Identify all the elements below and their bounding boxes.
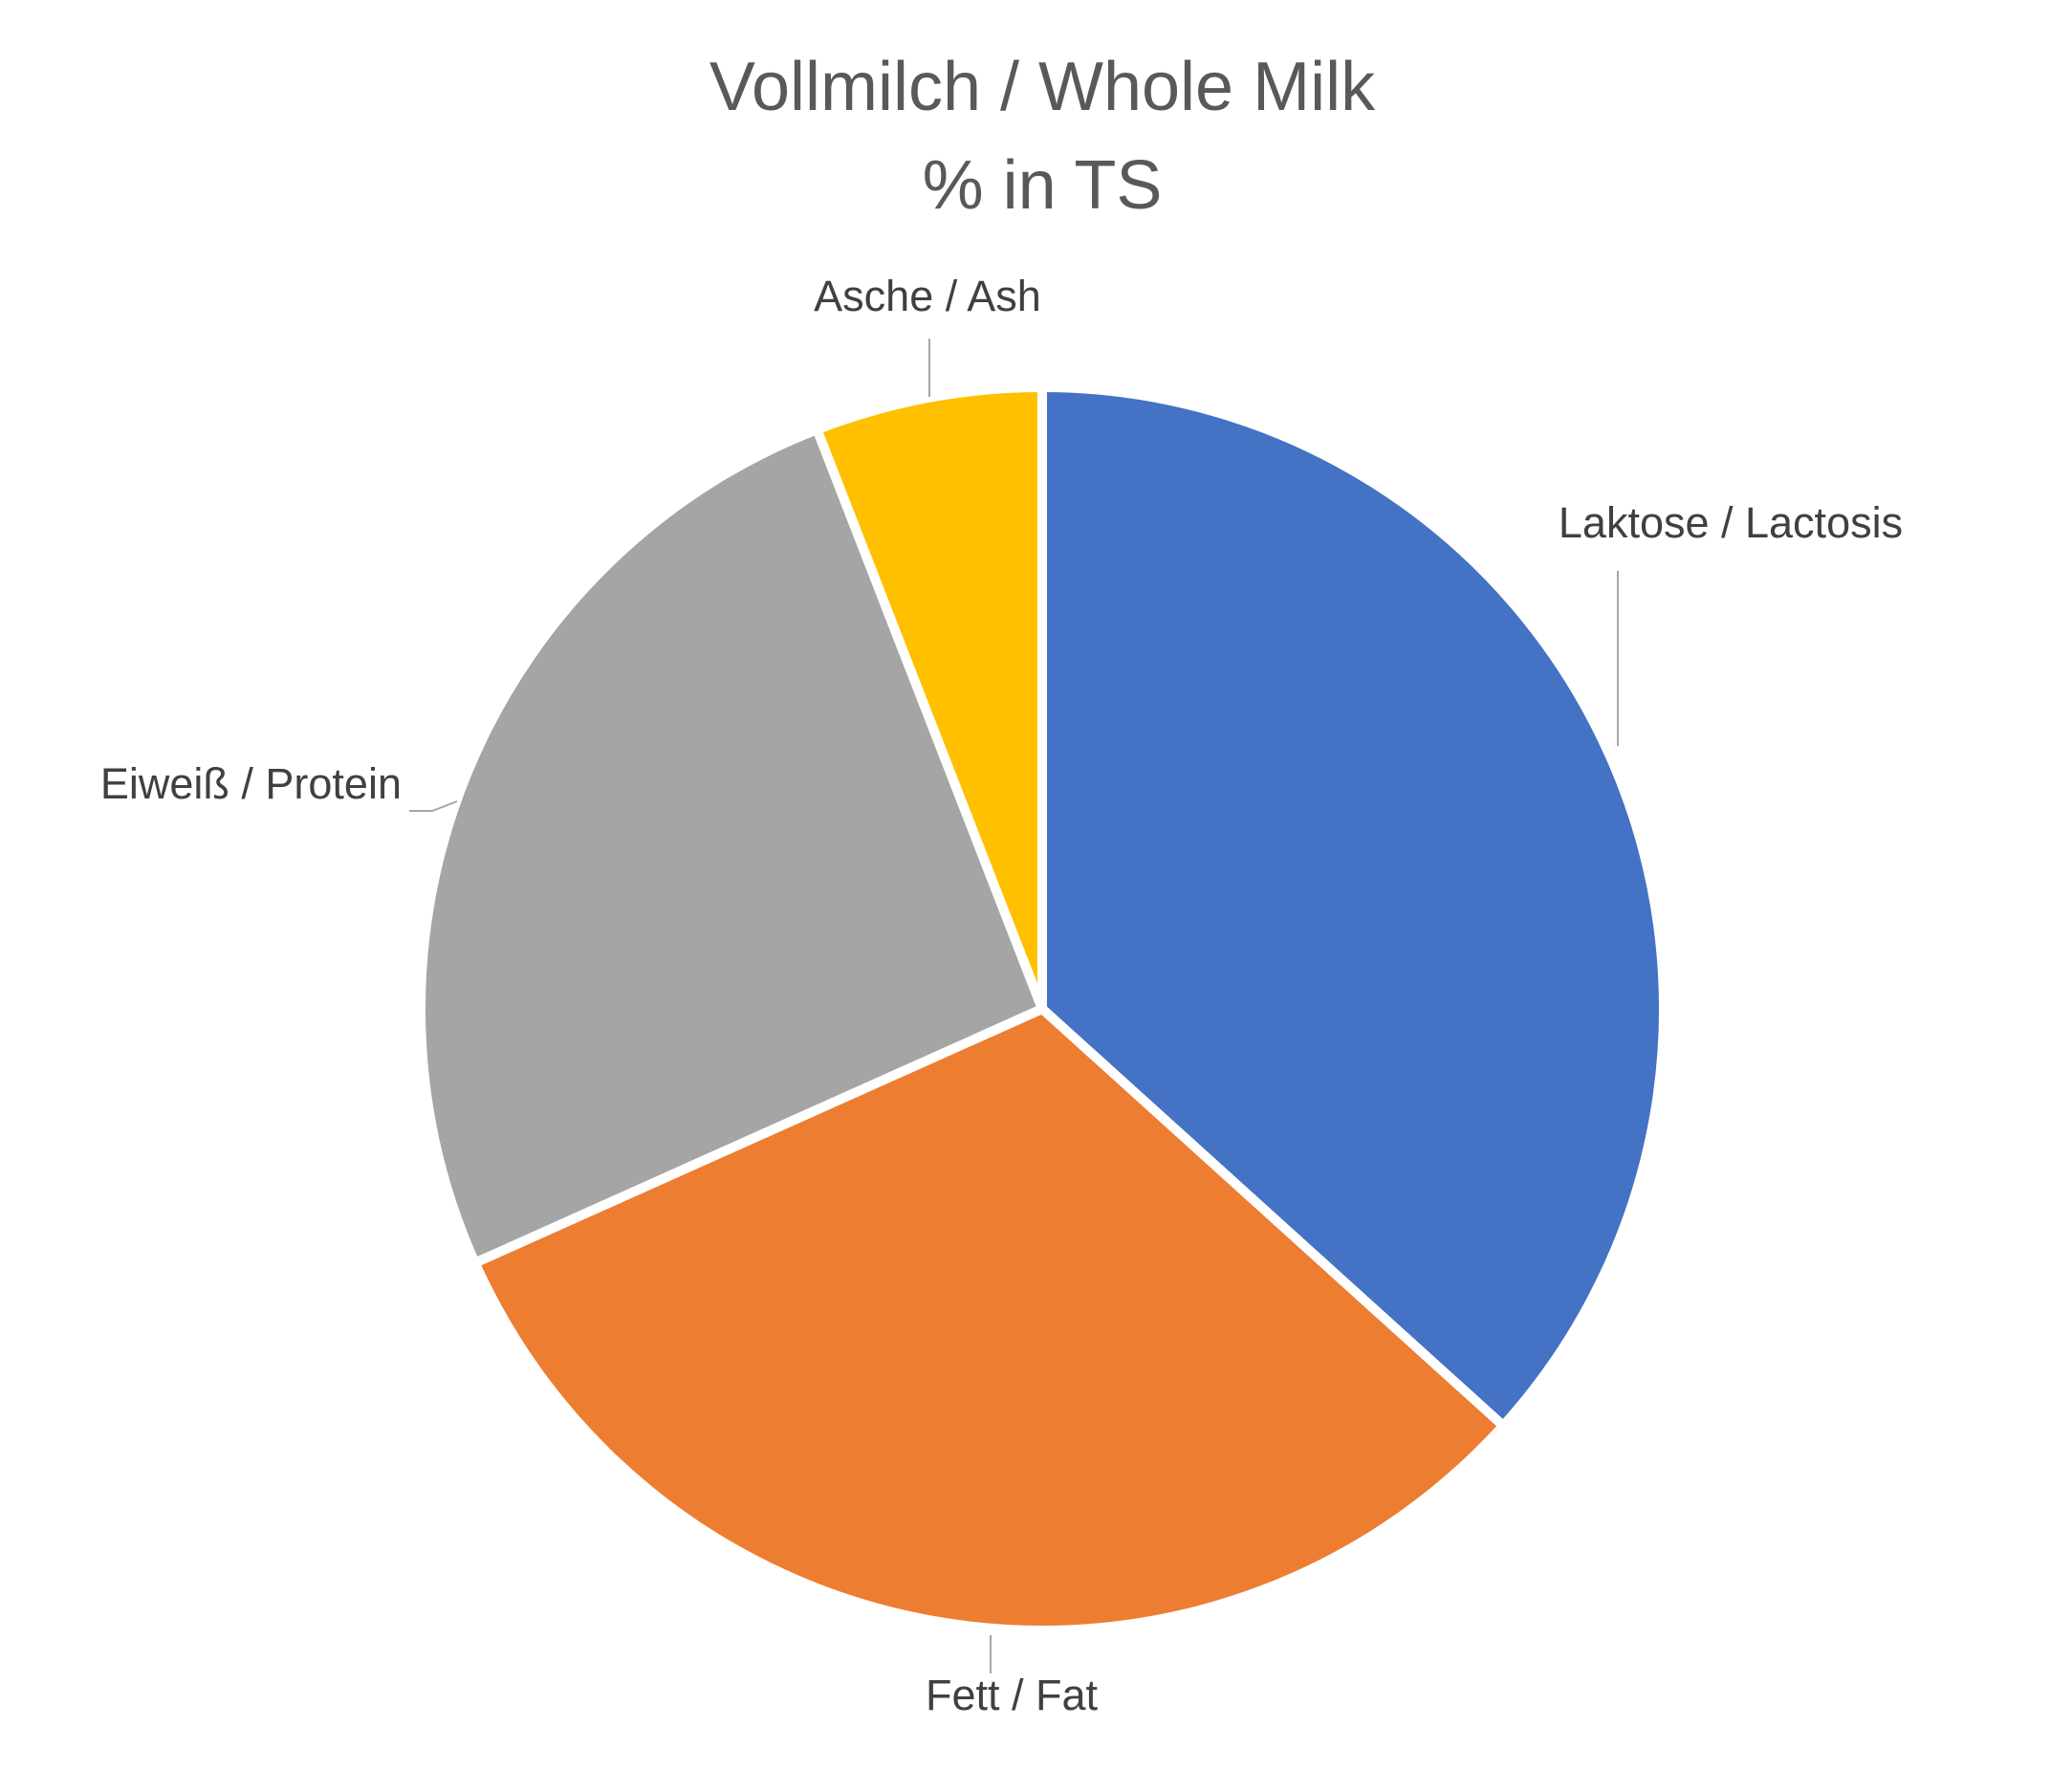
pie-slices (416, 382, 1669, 1635)
slice-label-fat: Fett / Fat (926, 1671, 1099, 1719)
leader-line-protein (409, 800, 458, 812)
leader-lines (409, 339, 1619, 1673)
pie-slice-lactosis (1037, 382, 1669, 1433)
pie-slice-protein (416, 423, 1049, 1270)
slice-label-lactosis: Laktose / Lactosis (1559, 498, 1903, 547)
slice-labels: Laktose / Lactosis Fett / Fat Eiweiß / Pro… (100, 272, 1903, 1719)
pie-slice-ash (811, 382, 1047, 1011)
slice-label-protein: Eiweiß / Protein (100, 759, 402, 808)
chart-title: Vollmilch / Whole Milk (709, 49, 1376, 125)
pie-slice-fat (469, 1003, 1511, 1635)
chart-subtitle: % in TS (923, 147, 1163, 224)
slice-label-ash: Asche / Ash (814, 272, 1041, 320)
